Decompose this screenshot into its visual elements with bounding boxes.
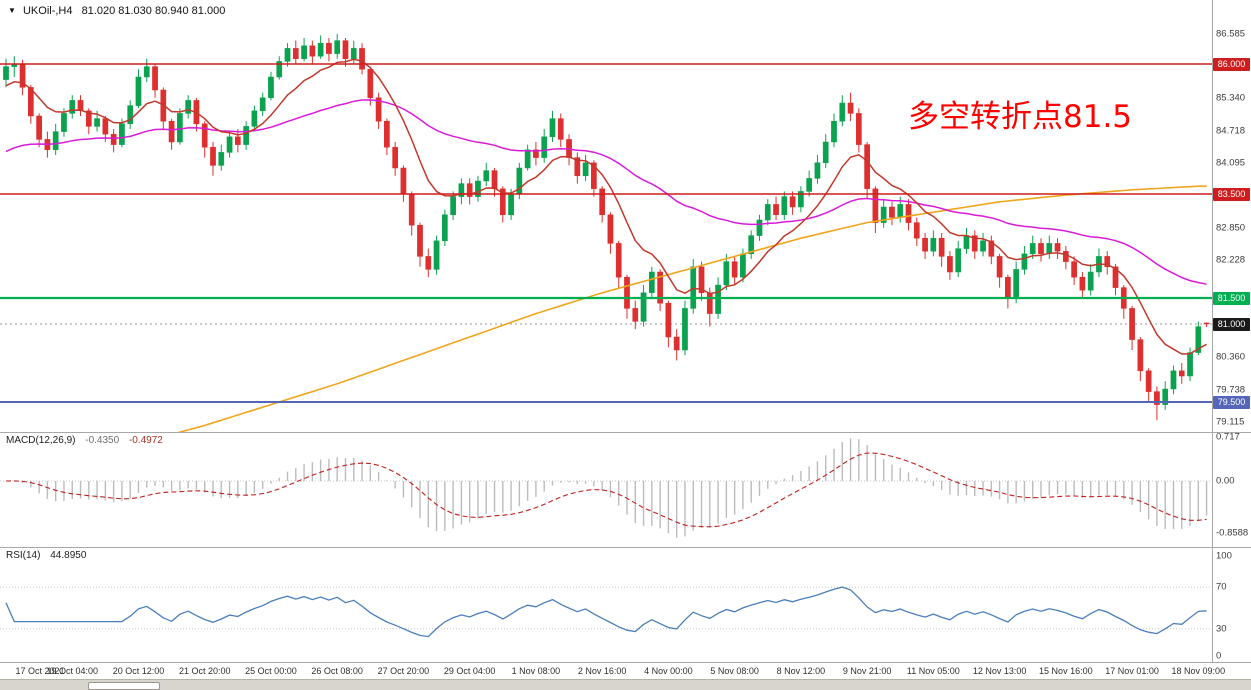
main-price-panel	[0, 33, 1212, 432]
rsi-axis-label: 0	[1216, 650, 1222, 662]
rsi-axis-label: 70	[1216, 581, 1227, 593]
time-axis-label: 8 Nov 12:00	[776, 666, 826, 676]
symbol-timeframe-label: UKOil-,H4	[22, 5, 73, 17]
price-axis-label: 82.228	[1216, 254, 1246, 266]
macd-panel	[0, 438, 1212, 538]
ma-mid-line	[5, 99, 1207, 285]
time-axis-label: 15 Nov 16:00	[1039, 666, 1093, 676]
time-axis-label: 2 Nov 16:00	[577, 666, 627, 676]
time-axis-label: 17 Nov 01:00	[1105, 666, 1159, 676]
time-axis-label: 26 Oct 08:00	[311, 666, 363, 676]
price-axis-label: 82.850	[1216, 222, 1246, 234]
price-level-badge-81.500: 81.500	[1213, 291, 1250, 305]
price-axis-label: 84.718	[1216, 125, 1246, 137]
rsi-panel	[0, 586, 1212, 638]
time-axis-label: 12 Nov 13:00	[972, 666, 1027, 676]
price-axis-label: 86.585	[1216, 28, 1246, 40]
symbol-dropdown-icon[interactable]: ▼	[8, 6, 16, 15]
current-price-badge: 81.000	[1213, 317, 1250, 331]
price-axis-label: 80.360	[1216, 351, 1246, 363]
price-level-badge-79.500: 79.500	[1213, 395, 1250, 409]
rsi-panel-label: RSI(14) 44.8950	[6, 550, 86, 561]
price-level-badge-83.500: 83.500	[1213, 187, 1250, 201]
time-axis-label: 4 Nov 00:00	[644, 666, 693, 676]
rsi-axis-label: 30	[1216, 623, 1227, 635]
macd-axis-label: -0.8588	[1216, 527, 1249, 539]
ma-slow-line	[177, 185, 1207, 432]
ma-fast-line	[5, 58, 1207, 355]
macd-indicator-name: MACD(12,26,9)	[6, 435, 76, 446]
time-axis-label: 25 Oct 00:00	[245, 666, 297, 676]
horizontal-scrollbar[interactable]	[0, 679, 1251, 690]
time-axis-label: 1 Nov 08:00	[511, 666, 561, 676]
time-axis-label: 29 Oct 04:00	[443, 666, 496, 676]
price-axis-label: 79.738	[1216, 384, 1246, 396]
time-axis-label: 19 Oct 04:00	[46, 666, 98, 676]
macd-signal-line	[5, 452, 1207, 528]
macd-axis-label: 0.717	[1216, 431, 1240, 443]
time-axis-label: 11 Nov 05:00	[906, 666, 960, 676]
macd-main-value: -0.4350	[85, 435, 120, 446]
rsi-value: 44.8950	[50, 550, 87, 561]
price-axis-label: 85.340	[1216, 92, 1246, 104]
time-axis-label: 20 Oct 12:00	[112, 666, 165, 676]
macd-signal-value: -0.4972	[128, 435, 163, 446]
time-axis-label: 17 Oct 2021	[15, 666, 65, 676]
macd-axis-label: 0.00	[1216, 475, 1235, 487]
time-axis-label: 21 Oct 20:00	[178, 666, 231, 676]
time-axis-label: 27 Oct 20:00	[377, 666, 430, 676]
price-axis-label: 84.095	[1216, 157, 1246, 169]
price-level-badge-86.000: 86.000	[1213, 57, 1250, 71]
rsi-axis-label: 100	[1216, 550, 1232, 562]
header-ohlc-values: 81.020 81.030 80.940 81.000	[81, 5, 226, 17]
chart-header: ▼ UKOil-,H4 81.020 81.030 80.940 81.000	[8, 5, 225, 17]
time-axis-label: 18 Nov 09:00	[1171, 666, 1226, 676]
annotation-text: 多空转折点81.5	[908, 99, 1133, 135]
rsi-indicator-name: RSI(14)	[6, 550, 41, 561]
price-axis-label: 79.115	[1216, 416, 1245, 428]
macd-panel-label: MACD(12,26,9) -0.4350 -0.4972	[6, 435, 163, 446]
time-axis-label: 5 Nov 08:00	[710, 666, 759, 676]
rsi-line	[5, 586, 1207, 638]
time-axis-label: 9 Nov 21:00	[842, 666, 892, 676]
